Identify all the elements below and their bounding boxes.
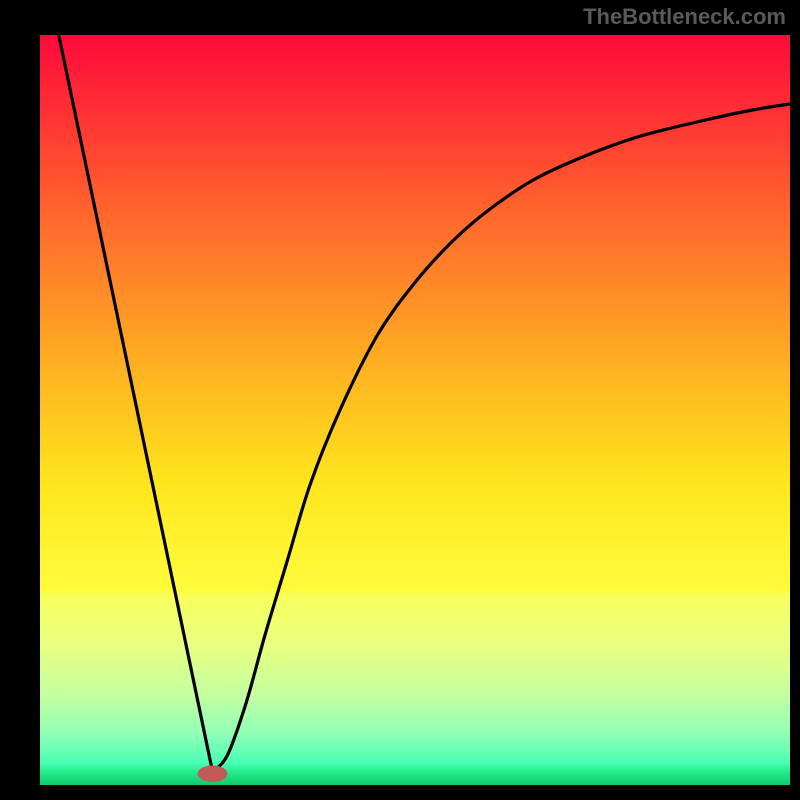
bullseye-marker: [198, 766, 228, 783]
plot-area: [40, 35, 790, 785]
plot-svg: [40, 35, 790, 785]
gradient-background: [40, 35, 790, 785]
watermark-text: TheBottleneck.com: [583, 4, 786, 30]
chart-frame: TheBottleneck.com: [0, 0, 800, 800]
